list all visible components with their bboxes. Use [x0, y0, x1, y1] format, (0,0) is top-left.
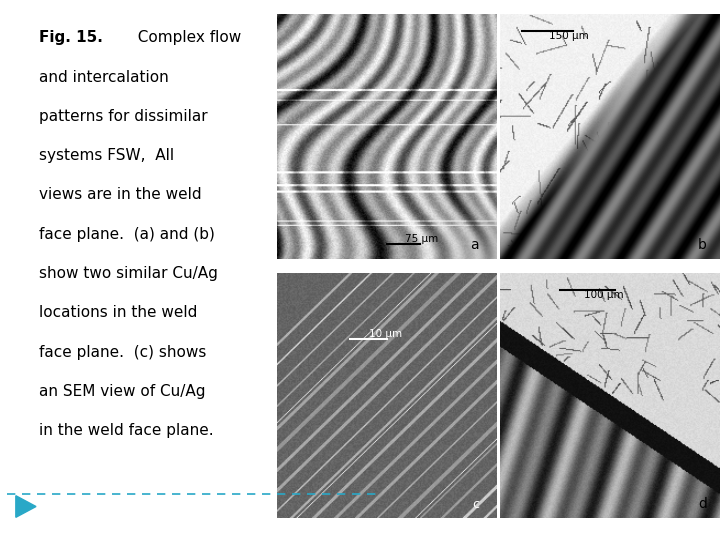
- Text: patterns for dissimilar: patterns for dissimilar: [39, 109, 207, 124]
- Text: Complex flow: Complex flow: [128, 30, 241, 45]
- Text: face plane.  (a) and (b): face plane. (a) and (b): [39, 227, 215, 242]
- Text: Fig. 15.: Fig. 15.: [39, 30, 103, 45]
- Text: show two similar Cu/Ag: show two similar Cu/Ag: [39, 266, 217, 281]
- Text: in the weld face plane.: in the weld face plane.: [39, 423, 213, 438]
- Text: and intercalation: and intercalation: [39, 70, 168, 85]
- Text: views are in the weld: views are in the weld: [39, 187, 202, 202]
- Text: 10 μm: 10 μm: [369, 329, 402, 339]
- Text: an SEM view of Cu/Ag: an SEM view of Cu/Ag: [39, 384, 205, 399]
- Text: 75 μm: 75 μm: [405, 234, 438, 245]
- Text: 150 μm: 150 μm: [549, 31, 588, 40]
- Text: b: b: [698, 238, 707, 252]
- Text: locations in the weld: locations in the weld: [39, 305, 197, 320]
- Text: c: c: [472, 498, 480, 511]
- Text: 100 μm: 100 μm: [584, 290, 624, 300]
- Text: d: d: [698, 497, 707, 511]
- Text: a: a: [471, 238, 480, 252]
- Polygon shape: [16, 496, 36, 517]
- Text: systems FSW,  All: systems FSW, All: [39, 148, 174, 163]
- Text: face plane.  (c) shows: face plane. (c) shows: [39, 345, 206, 360]
